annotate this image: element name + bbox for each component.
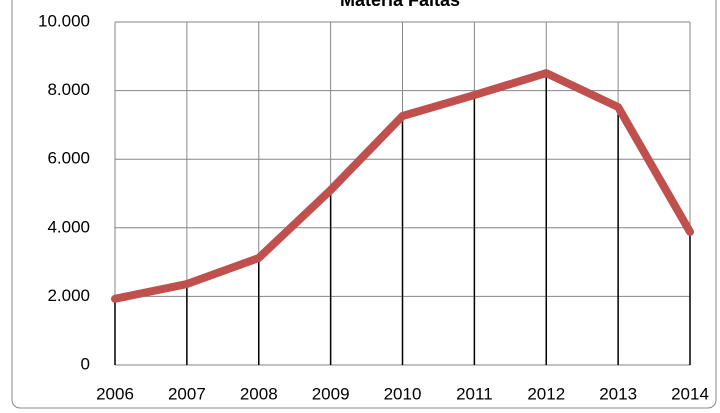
chart-border bbox=[11, 0, 717, 409]
chart-title: Matéria Faltas bbox=[340, 0, 460, 10]
y-tick-label: 2.000 bbox=[47, 286, 90, 305]
y-tick-label: 8.000 bbox=[47, 80, 90, 99]
x-tick-label: 2013 bbox=[599, 384, 637, 403]
y-tick-label: 0 bbox=[81, 354, 90, 373]
x-tick-label: 2008 bbox=[240, 384, 278, 403]
y-tick-label: 4.000 bbox=[47, 217, 90, 236]
x-tick-label: 2010 bbox=[384, 384, 422, 403]
x-tick-label: 2007 bbox=[168, 384, 206, 403]
series-line bbox=[111, 69, 694, 303]
y-tick-label: 10.000 bbox=[38, 11, 90, 30]
y-tick-label: 6.000 bbox=[47, 149, 90, 168]
x-tick-label: 2011 bbox=[456, 384, 493, 403]
x-tick-label: 2006 bbox=[96, 384, 134, 403]
x-tick-label: 2014 bbox=[671, 384, 709, 403]
x-tick-label: 2009 bbox=[312, 384, 350, 403]
x-tick-label: 2012 bbox=[527, 384, 565, 403]
